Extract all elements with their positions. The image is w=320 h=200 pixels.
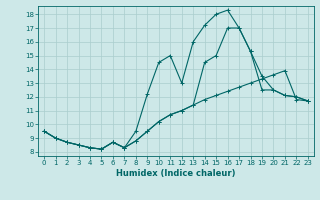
X-axis label: Humidex (Indice chaleur): Humidex (Indice chaleur): [116, 169, 236, 178]
